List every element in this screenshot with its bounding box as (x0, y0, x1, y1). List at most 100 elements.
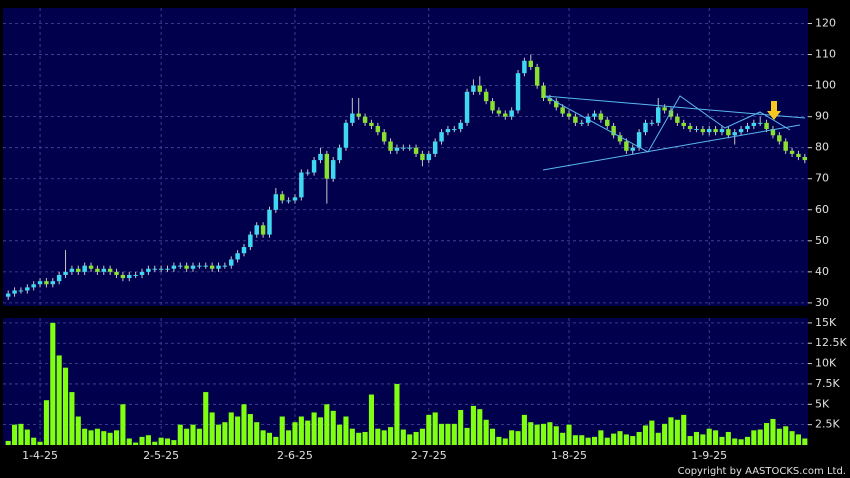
volume-bar (700, 434, 706, 445)
candle-body (764, 122, 769, 130)
volume-bar (292, 422, 298, 445)
candle-body (464, 91, 470, 123)
candle-body (503, 113, 508, 117)
volume-bar (260, 430, 266, 445)
volume-bar (152, 441, 158, 445)
candle-body (44, 281, 49, 285)
volume-bar (451, 423, 457, 445)
candle-body (63, 271, 68, 275)
volume-bar (540, 423, 547, 445)
volume-bar (247, 414, 253, 445)
candle-body (483, 91, 489, 102)
volume-bar (184, 428, 190, 445)
candle-body (579, 122, 584, 124)
volume-bar (725, 431, 731, 445)
volume-bar (381, 430, 387, 445)
candle-body (547, 98, 553, 102)
y-tick-label: 90 (815, 110, 829, 123)
volume-bar (630, 436, 636, 445)
volume-bar (75, 416, 81, 445)
volume-bar (693, 431, 700, 445)
volume-bar (158, 437, 164, 445)
candle-body (82, 265, 87, 272)
volume-bar (88, 430, 94, 445)
candle-body (439, 132, 444, 142)
y-tick-label: 5K (815, 397, 830, 410)
candle-body (152, 268, 157, 270)
volume-bar (196, 428, 202, 445)
candle-body (286, 200, 291, 202)
volume-bar (515, 431, 521, 445)
x-tick-label: 1-8-25 (551, 449, 587, 462)
candle-body (25, 287, 30, 291)
volume-bar (69, 392, 75, 445)
candle-body (636, 132, 642, 148)
volume-bar (215, 424, 222, 445)
candle-body (802, 157, 808, 161)
volume-bar (509, 430, 515, 445)
volume-bar (43, 400, 49, 445)
candle-body (133, 274, 138, 276)
candle-body (624, 141, 629, 151)
candle-body (452, 129, 457, 131)
volume-bar (591, 436, 598, 445)
candle-body (560, 107, 565, 114)
volume-bar (241, 404, 247, 445)
candle-body (789, 150, 795, 154)
volume-bar (426, 414, 432, 445)
volume-bar (31, 437, 37, 445)
volume-bar (145, 435, 151, 445)
volume-bar (445, 423, 451, 445)
candle-body (541, 85, 546, 99)
candle-body (662, 107, 667, 111)
volume-bar (337, 424, 343, 445)
volume-bar (502, 438, 508, 445)
candle-body (445, 129, 451, 133)
candle-body (318, 153, 323, 161)
volume-bar (713, 430, 719, 445)
candle-body (413, 147, 419, 154)
volume-bar (133, 442, 139, 445)
candle-body (235, 253, 240, 260)
y-tick-label: 40 (815, 265, 829, 278)
price-panel (3, 8, 808, 306)
volume-bar (298, 416, 304, 445)
y-tick-label: 80 (815, 141, 829, 154)
volume-bar (547, 422, 553, 445)
candle-body (783, 141, 788, 151)
volume-bar (113, 430, 120, 445)
volume-bar (674, 419, 680, 445)
candle-body (50, 281, 56, 285)
candle-body (69, 268, 75, 272)
volume-bar (311, 412, 317, 445)
candle-body (375, 125, 381, 133)
volume-bar (126, 438, 132, 445)
candle-body (745, 125, 750, 130)
candle-body (254, 225, 259, 235)
candle-body (751, 122, 757, 126)
volume-bar (617, 431, 623, 445)
candle-body (292, 197, 298, 201)
volume-bar (719, 436, 725, 445)
volume-bar (413, 431, 419, 445)
volume-bar (18, 423, 24, 445)
candle-body (273, 194, 279, 210)
volume-bar (362, 431, 368, 445)
volume-bar (783, 426, 789, 445)
candle-body (458, 122, 463, 130)
candle-body (171, 265, 177, 269)
volume-bar (190, 424, 196, 445)
candle-body (528, 60, 534, 67)
candle-body (611, 125, 616, 136)
volume-bar (432, 412, 438, 445)
y-tick-label: 60 (815, 203, 829, 216)
candle-body (388, 141, 393, 151)
candle-body (5, 293, 11, 297)
candle-body (394, 147, 400, 151)
arrow-marker (767, 101, 781, 120)
x-tick-label: 2-6-25 (277, 449, 313, 462)
volume-bar (732, 438, 738, 445)
candle-body (566, 113, 572, 117)
volume-bar (266, 432, 273, 445)
candle-body (726, 129, 731, 136)
